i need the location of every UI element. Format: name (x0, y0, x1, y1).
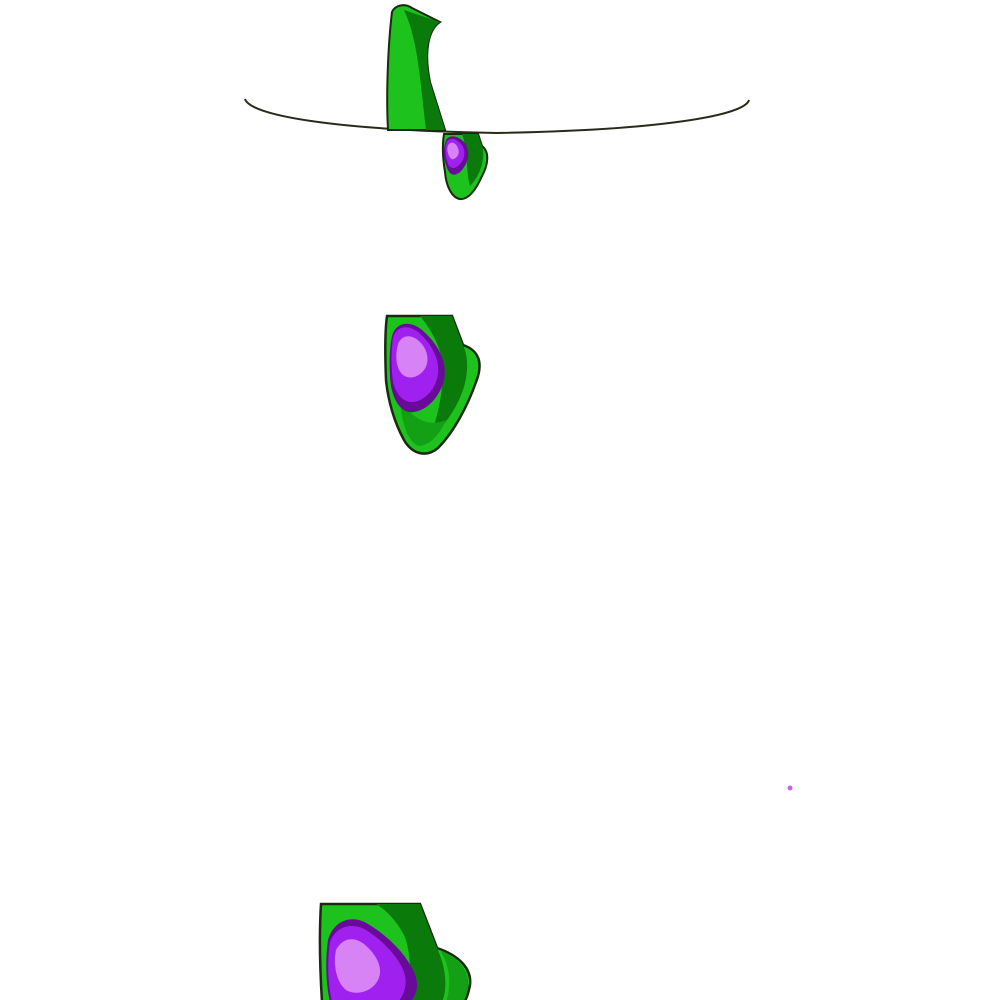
pod-bottom-shade (376, 904, 446, 1000)
speck-dot (787, 785, 793, 791)
gem-mid-light (396, 336, 428, 378)
gem-small-light (447, 142, 459, 160)
pod-small-shade (462, 134, 484, 186)
pod-middle (384, 314, 481, 455)
pod-mid-inner-shade (400, 400, 446, 446)
sprout-shadow (404, 10, 445, 130)
pod-under-line (441, 133, 489, 201)
pod-bottom (318, 902, 472, 1000)
sprout-above-line (386, 4, 447, 131)
pod-bottom-shade-right (440, 950, 469, 1000)
horizon-curve (244, 98, 750, 135)
gem-bottom-light (334, 939, 381, 993)
